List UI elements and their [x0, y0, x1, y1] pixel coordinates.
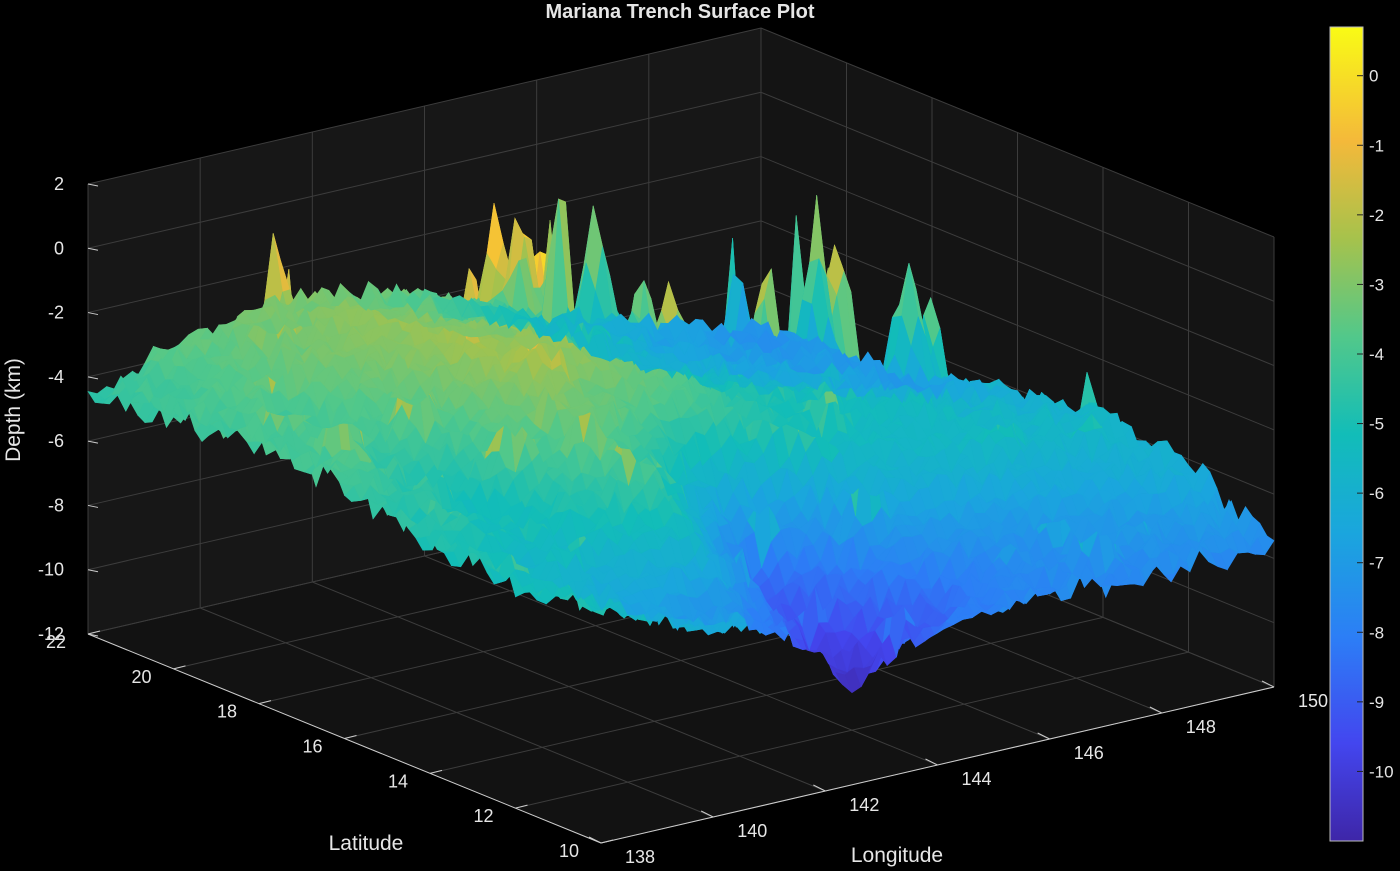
- depth-surface: [87, 195, 1275, 694]
- grid-line: [515, 651, 1189, 809]
- grid-line: [429, 616, 1104, 774]
